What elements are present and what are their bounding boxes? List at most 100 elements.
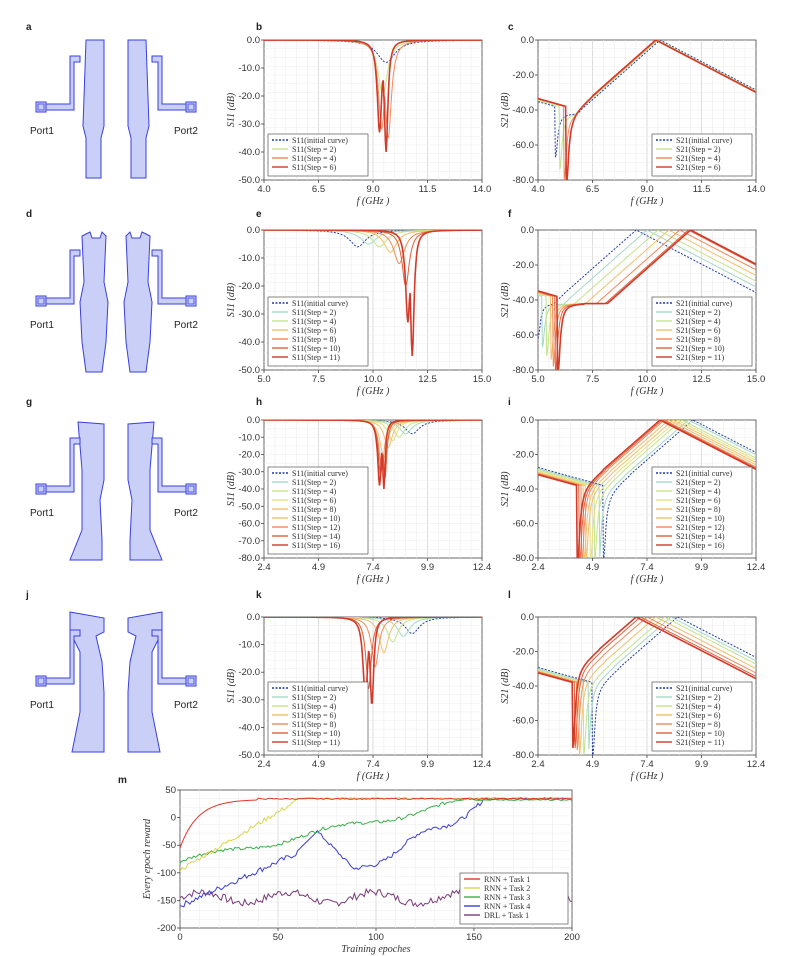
x-tick-label: 6.5: [312, 184, 325, 195]
port1-label: Port1: [30, 508, 54, 519]
legend-entry: S11(Step = 4): [292, 487, 337, 496]
panel-letter-k: k: [256, 590, 262, 601]
y-tick-label: -30.0: [238, 467, 260, 478]
resonator-left: [69, 421, 105, 561]
legend-entry: S21(Step = 2): [676, 145, 721, 154]
x-tick-label: 100: [368, 932, 384, 943]
y-tick-label: -60.0: [512, 519, 534, 530]
legend-entry: S21(Step = 6): [676, 163, 721, 172]
reward-series-rnn-task-3: [180, 797, 572, 864]
filter-layout-d: Port1 Port2: [30, 231, 198, 373]
legend-entry: S21(Step = 8): [676, 505, 721, 514]
x-tick-label: 12.5: [418, 374, 437, 385]
legend-entry: S11(Step = 4): [292, 154, 337, 163]
y-tick-label: -40.0: [238, 722, 260, 733]
series-group: [538, 617, 756, 755]
y-tick-label: -20.0: [512, 70, 534, 81]
x-tick-label: 7.4: [366, 759, 379, 770]
x-axis-label: Training epoches: [341, 944, 410, 955]
series-group: [264, 617, 482, 704]
panel-letter-h: h: [256, 397, 262, 408]
x-tick-label: 4.9: [586, 562, 599, 573]
x-tick-label: 10.0: [364, 374, 383, 385]
legend-entry: S11(Step = 8): [292, 720, 337, 729]
chart-c: 4.0 6.5 9.0 11.5 14.0 0.0 -20.0 -40.0 -60.0 -80.0…: [500, 35, 765, 207]
port1-label: Port1: [30, 700, 54, 711]
y-tick-label: -50: [162, 840, 176, 851]
port-pad-left: [35, 483, 47, 495]
y-tick-label: -80.0: [512, 553, 534, 564]
x-tick-label: 150: [466, 932, 482, 943]
curve-f-0: [538, 230, 756, 339]
y-tick-label: -40.0: [512, 295, 534, 306]
x-tick-label: 10.0: [638, 374, 657, 385]
x-tick-label: 2.4: [257, 562, 270, 573]
curve-c-1: [538, 40, 756, 170]
legend-entry: S21(Step = 10): [676, 344, 725, 353]
panel-letter-g: g: [26, 397, 32, 408]
y-tick-label: -80.0: [512, 750, 534, 761]
x-axis-label: f (GHz ): [357, 771, 390, 782]
port1-label: Port1: [30, 126, 54, 137]
chart-b: 4.0 6.5 9.0 11.5 14.0 0.0 -10.0 -20.0 -30.0 -40.0…: [226, 35, 491, 207]
x-tick-label: 2.4: [257, 759, 270, 770]
curve-i-6: [538, 420, 756, 558]
legend-entry: S11(Step = 2): [292, 145, 337, 154]
y-axis-label: S11 (dB): [226, 282, 237, 317]
y-tick-label: -60.0: [512, 716, 534, 727]
series-group: [264, 40, 482, 153]
x-tick-label: 4.9: [312, 562, 325, 573]
curve-i-4: [538, 420, 756, 558]
legend-entry: S21(Step = 2): [676, 308, 721, 317]
legend-entry: S21(Step = 8): [676, 720, 721, 729]
x-tick-label: 200: [564, 932, 580, 943]
curve-k-6: [264, 617, 482, 704]
x-tick-label: 4.9: [312, 759, 325, 770]
y-tick-label: -60.0: [512, 330, 534, 341]
legend-entry: S21(Step = 14): [676, 532, 725, 541]
legend-entry: RNN + Task 4: [484, 902, 530, 911]
x-tick-label: 11.5: [693, 184, 711, 195]
port2-label: Port2: [174, 508, 198, 519]
y-axis-label: S11 (dB): [226, 668, 237, 703]
y-tick-label: -20.0: [512, 450, 534, 461]
y-axis-label: S21 (dB): [500, 471, 511, 507]
x-tick-label: 2.4: [531, 562, 544, 573]
curve-f-6: [538, 230, 756, 370]
legend-entry: S21(Step = 4): [676, 702, 721, 711]
x-tick-label: 7.5: [586, 374, 599, 385]
y-tick-label: -80.0: [512, 365, 534, 376]
legend-entry: S11(Step = 8): [292, 335, 337, 344]
legend-entry: S21(Step = 6): [676, 711, 721, 720]
chart-i: 2.4 4.9 7.4 9.9 12.4 0.0 -20.0 -40.0 -60.0 -80.0 f…: [500, 415, 765, 585]
x-tick-label: 14.0: [473, 184, 492, 195]
x-tick-label: 9.9: [695, 562, 708, 573]
legend-entry: S11(Step = 10): [292, 729, 341, 738]
legend-entry: S11(Step = 2): [292, 693, 337, 702]
legend-entry: S21(Step = 4): [676, 487, 721, 496]
legend-entry: S21(Step = 8): [676, 335, 721, 344]
x-tick-label: 12.4: [747, 759, 766, 770]
legend-entry: RNN + Task 3: [484, 893, 530, 902]
x-tick-label: 5.0: [531, 374, 544, 385]
legend-entry: S21(initial curve): [676, 136, 733, 145]
legend-entry: S21(initial curve): [676, 299, 733, 308]
legend-entry: S21(initial curve): [676, 469, 733, 478]
panel-letter-i: i: [508, 397, 511, 408]
y-tick-label: -80.0: [512, 175, 534, 186]
legend-entry: DRL + Task 1: [484, 911, 529, 920]
x-tick-label: 2.4: [531, 759, 544, 770]
chart-e: 5.0 7.5 10.0 12.5 15.0 0.0 -10.0 -20.0 -30.0 -40.…: [226, 225, 491, 397]
x-tick-label: 9.0: [640, 184, 653, 195]
series-group: [264, 420, 482, 490]
y-tick-label: 0.0: [247, 225, 260, 236]
y-tick-label: -20.0: [512, 260, 534, 271]
port-pad-left-inner: [37, 297, 45, 305]
legend-entry: S11(Step = 14): [292, 532, 341, 541]
port-pad-right: [185, 295, 197, 307]
legend-entry: S11(Step = 6): [292, 326, 337, 335]
y-axis-label: S21 (dB): [500, 282, 511, 318]
y-tick-label: 0.0: [521, 612, 534, 623]
chart-k: 2.4 4.9 7.4 9.9 12.4 0.0 -10.0 -20.0 -30.0 -40.0 -…: [226, 612, 491, 782]
filter-layout-g: Port1 Port2: [30, 421, 198, 561]
